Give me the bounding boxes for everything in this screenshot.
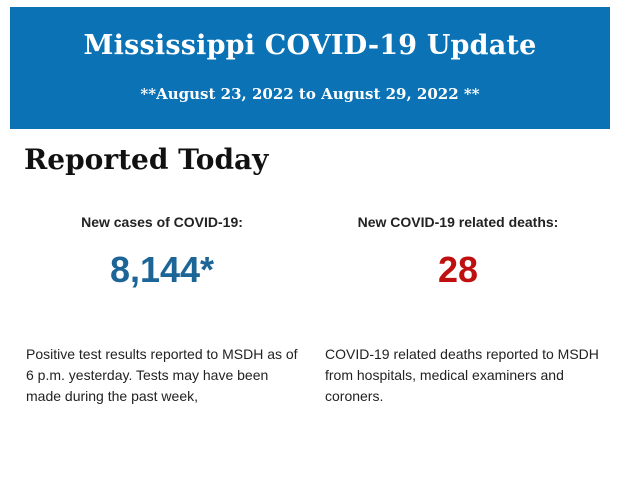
date-range: **August 23, 2022 to August 29, 2022 ** (140, 85, 480, 103)
page-title: Mississippi COVID-19 Update (83, 30, 537, 61)
new-cases-label: New cases of COVID-19: (81, 214, 243, 230)
new-cases-note: Positive test results reported to MSDH a… (26, 346, 298, 404)
new-deaths-value: 28 (437, 249, 479, 290)
section-heading: Reported Today (24, 143, 269, 176)
new-deaths-note: COVID-19 related deaths reported to MSDH… (325, 346, 599, 404)
new-cases-value: 8,144* (109, 249, 215, 290)
new-deaths-label: New COVID-19 related deaths: (357, 214, 559, 230)
header-banner: Mississippi COVID-19 Update **August 23,… (10, 7, 610, 129)
